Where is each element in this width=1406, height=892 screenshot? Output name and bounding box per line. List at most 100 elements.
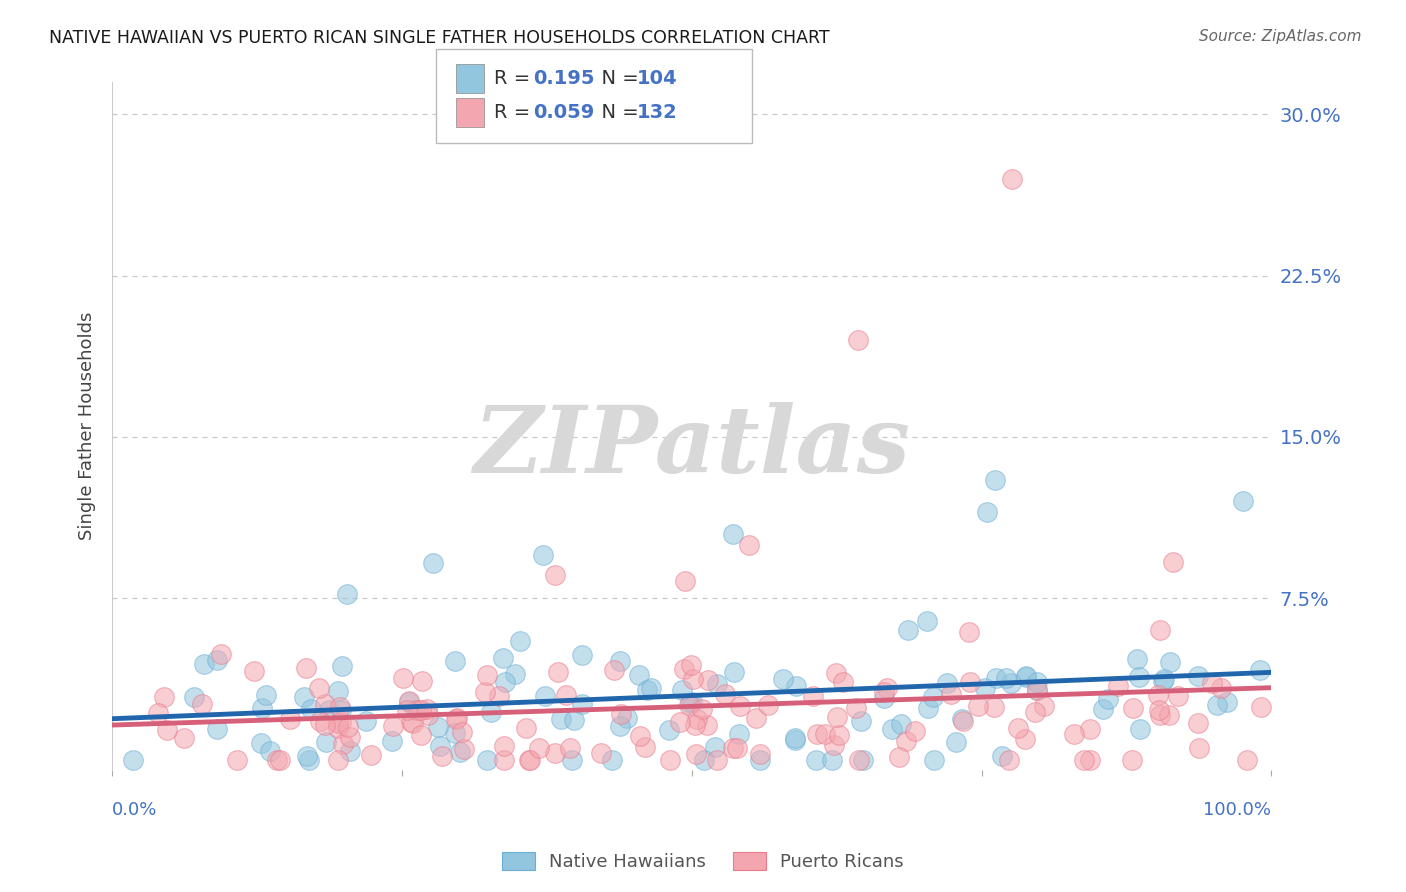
Point (673, 574, 696, 588)
Point (1149, 708, 1171, 723)
Point (737, 537, 759, 551)
Point (430, 749, 453, 764)
Point (494, 674, 516, 689)
Point (254, 688, 277, 702)
Point (984, 473, 1007, 487)
Point (314, 718, 336, 732)
Point (444, 712, 467, 726)
Point (562, 714, 585, 728)
Point (329, 703, 352, 717)
Point (337, 720, 360, 734)
Point (314, 697, 336, 711)
Point (873, 685, 896, 699)
Point (266, 753, 288, 767)
Point (411, 703, 433, 717)
Point (475, 668, 498, 682)
Point (474, 685, 496, 699)
Point (252, 701, 274, 715)
Point (360, 747, 382, 762)
Point (226, 753, 249, 767)
Point (205, 722, 228, 736)
Point (336, 587, 359, 601)
Point (678, 698, 700, 713)
Point (785, 679, 807, 693)
Point (298, 753, 321, 767)
Point (679, 658, 702, 673)
Point (983, 700, 1005, 714)
Point (330, 658, 353, 673)
Point (560, 741, 582, 756)
Point (921, 690, 943, 704)
Point (814, 727, 837, 741)
Point (183, 690, 205, 705)
Point (852, 753, 875, 767)
Point (686, 712, 709, 726)
Point (681, 695, 703, 709)
Point (600, 753, 623, 767)
Point (693, 753, 716, 767)
Point (1187, 716, 1209, 731)
Point (308, 681, 330, 695)
Point (672, 662, 695, 676)
Point (416, 702, 439, 716)
Point (634, 739, 657, 754)
Point (922, 753, 945, 767)
Text: R =: R = (494, 69, 536, 88)
Point (329, 700, 352, 714)
Point (935, 676, 957, 690)
Point (967, 699, 990, 714)
Point (679, 697, 702, 711)
Point (205, 653, 228, 667)
Point (443, 654, 465, 668)
Point (299, 701, 322, 715)
Text: ZIPatlas: ZIPatlas (474, 401, 910, 491)
Point (706, 753, 728, 767)
Point (945, 735, 967, 749)
Point (1007, 722, 1029, 736)
Point (783, 731, 806, 745)
Point (479, 705, 502, 719)
Point (295, 661, 318, 675)
Point (704, 740, 727, 755)
Point (1024, 705, 1046, 719)
Point (527, 741, 550, 756)
Point (636, 683, 658, 698)
Point (259, 744, 281, 758)
Point (706, 677, 728, 691)
Point (616, 711, 638, 725)
Point (209, 647, 232, 661)
Point (309, 714, 332, 729)
Point (1121, 753, 1143, 767)
Point (339, 744, 361, 758)
Text: 132: 132 (637, 103, 678, 122)
Text: R =: R = (494, 103, 536, 122)
Point (1149, 623, 1171, 637)
Point (890, 716, 912, 731)
Point (429, 739, 451, 754)
Point (1187, 669, 1209, 683)
Point (328, 753, 350, 767)
Point (561, 753, 583, 767)
Point (610, 706, 633, 721)
Point (876, 681, 898, 696)
Point (269, 753, 291, 767)
Point (492, 739, 515, 753)
Legend: Native Hawaiians, Puerto Ricans: Native Hawaiians, Puerto Ricans (495, 845, 911, 879)
Y-axis label: Single Father Households: Single Father Households (79, 312, 96, 541)
Point (339, 730, 361, 744)
Point (318, 703, 340, 717)
Text: N =: N = (589, 69, 645, 88)
Point (728, 727, 751, 741)
Point (1159, 707, 1181, 722)
Point (409, 728, 432, 742)
Point (1078, 753, 1101, 767)
Point (329, 714, 352, 729)
Point (904, 724, 927, 739)
Point (1063, 726, 1085, 740)
Point (609, 719, 631, 733)
Point (682, 673, 704, 687)
Point (1205, 698, 1227, 712)
Point (984, 671, 1007, 685)
Point (939, 687, 962, 701)
Point (589, 746, 612, 760)
